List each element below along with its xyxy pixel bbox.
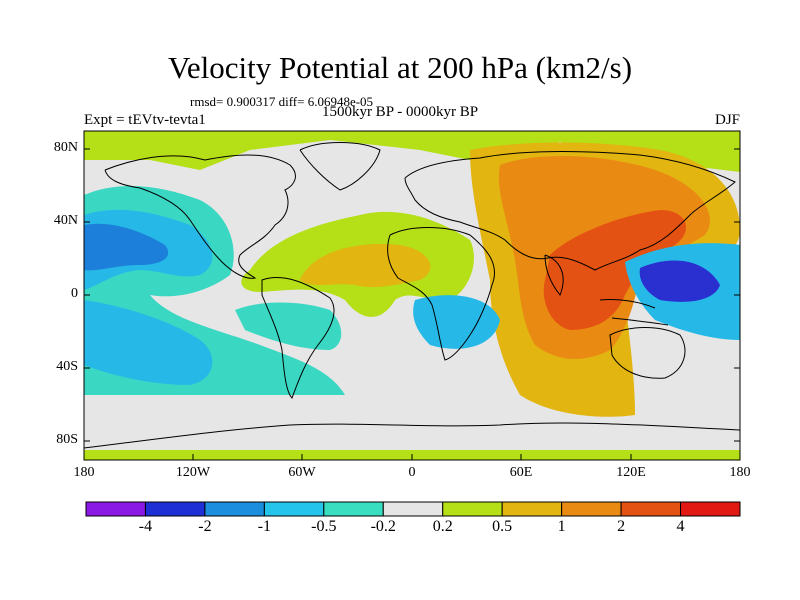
lat-label: 80N — [53, 140, 78, 155]
coast-india — [544, 254, 564, 296]
period-label: 1500kyr BP - 0000kyr BP — [321, 104, 479, 120]
lon-label: 180 — [73, 465, 95, 480]
coast-indonesia — [599, 299, 669, 326]
colorbar-swatch — [204, 501, 265, 517]
field-moderate-africa — [300, 244, 431, 288]
field-negative-south-pacific — [84, 300, 213, 385]
contour-field — [84, 131, 740, 460]
lat-label: 40S — [56, 359, 78, 374]
colorbar — [85, 501, 741, 517]
lon-label: 0 — [408, 465, 416, 480]
colorbar-label: -2 — [198, 518, 212, 535]
colorbar-swatch — [561, 501, 622, 517]
field-negative-satlantic — [235, 302, 342, 350]
colorbar-swatch — [680, 501, 741, 517]
map-title: Velocity Potential at 200 hPa (km2/s) — [167, 50, 633, 85]
coast-australia — [609, 327, 686, 379]
colorbar-label: -4 — [138, 518, 153, 535]
season-label: DJF — [714, 112, 740, 128]
colorbar-label: 1 — [557, 518, 566, 535]
lon-label: 60E — [509, 465, 533, 480]
colorbar-label: -0.5 — [311, 518, 337, 535]
colorbar-label: -1 — [257, 518, 272, 535]
colorbar-swatch — [144, 501, 206, 517]
colorbar-label: 0.2 — [432, 518, 453, 535]
colorbar-swatch — [263, 501, 325, 517]
coast-north-america — [104, 154, 296, 279]
coast-greenland — [299, 142, 381, 191]
colorbar-label: -0.2 — [370, 518, 396, 535]
lon-label: 120E — [616, 465, 646, 480]
colorbar-swatch — [620, 501, 682, 517]
coast-eurasia — [404, 151, 736, 271]
colorbar-swatch — [323, 501, 384, 517]
colorbar-swatch — [382, 501, 444, 517]
coast-africa — [387, 227, 496, 361]
lon-label: 180 — [729, 465, 751, 480]
map-ticks — [84, 148, 740, 460]
coastlines — [84, 142, 740, 449]
lat-label: 0 — [71, 286, 78, 301]
coast-south-america — [261, 277, 335, 399]
colorbar-swatch — [442, 501, 503, 517]
rmsd-stats: rmsd= 0.900317 diff= 6.06948e-05 — [190, 94, 374, 109]
colorbar-label: 4 — [676, 518, 685, 535]
field-strong-pacific — [84, 223, 169, 271]
lon-label: 60W — [288, 465, 316, 480]
field-strong-wpacific — [639, 260, 720, 302]
colorbar-swatch — [501, 501, 563, 517]
lat-label: 80S — [56, 432, 78, 447]
field-positive-arctic — [84, 131, 740, 172]
experiment-label: Expt = tEVtv-tevta1 — [84, 112, 206, 128]
lat-label: 40N — [53, 213, 78, 228]
lon-label: 120W — [175, 465, 211, 480]
colorbar-label: 2 — [617, 518, 626, 535]
field-negative-indian — [413, 295, 500, 349]
field-core-asia — [543, 210, 687, 330]
colorbar-label: 0.5 — [492, 518, 513, 535]
colorbar-swatch — [85, 501, 146, 517]
coast-antarctica — [84, 422, 740, 449]
